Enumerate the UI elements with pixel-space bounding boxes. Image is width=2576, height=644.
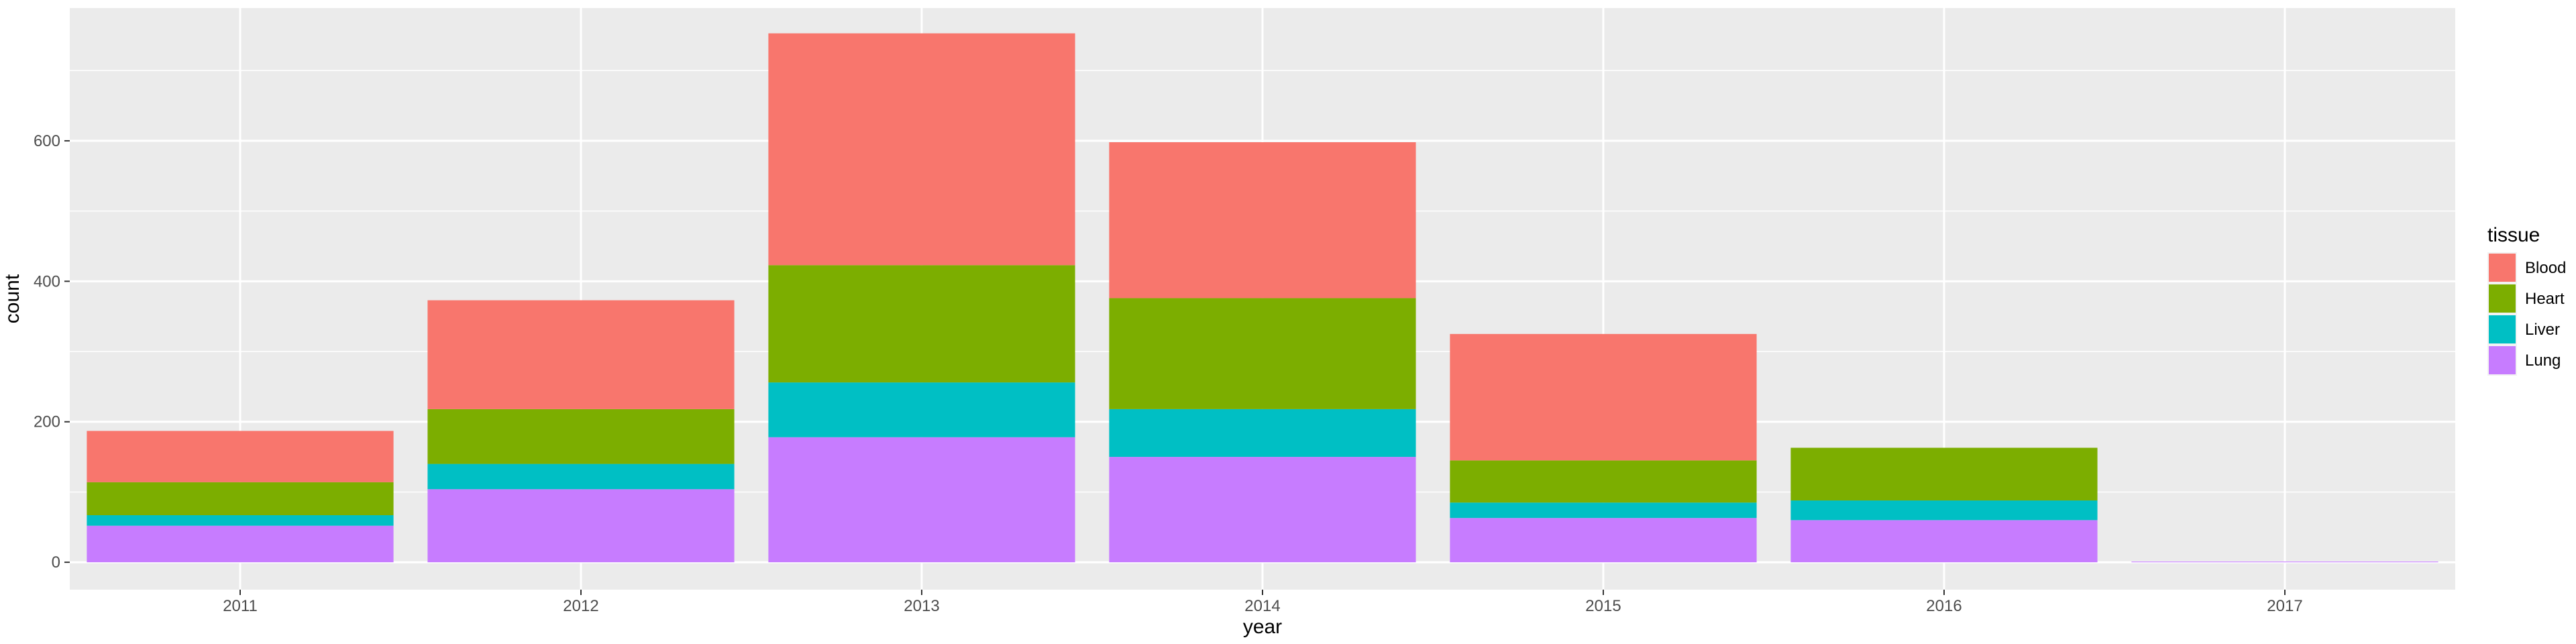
legend-swatch-blood xyxy=(2489,254,2516,282)
x-tick-label: 2014 xyxy=(1244,597,1280,615)
legend-swatch-lung xyxy=(2489,346,2516,374)
x-tick-label: 2015 xyxy=(1585,597,1621,615)
x-tick-label: 2012 xyxy=(563,597,598,615)
y-axis-title: count xyxy=(1,274,23,323)
y-tick-label: 0 xyxy=(52,553,60,572)
bar-lung-2015 xyxy=(1450,518,1757,563)
bar-liver-2011 xyxy=(87,515,394,526)
bar-liver-2016 xyxy=(1790,500,2098,521)
y-tick-label: 400 xyxy=(34,272,60,290)
bar-heart-2015 xyxy=(1450,460,1757,503)
bar-heart-2012 xyxy=(427,409,735,464)
bar-blood-2012 xyxy=(427,300,735,409)
legend-label-blood: Blood xyxy=(2525,259,2566,277)
axes: 0 200 400 600 2011 2012 2013 2014 2015 2016 2017 xyxy=(34,132,2303,615)
bar-blood-2013 xyxy=(768,33,1075,266)
bar-blood-2014 xyxy=(1109,142,1416,299)
legend: tissue Blood Heart Liver Lung xyxy=(2487,224,2566,376)
legend-title: tissue xyxy=(2487,224,2540,246)
bar-lung-2013 xyxy=(768,437,1075,563)
legend-swatch-heart xyxy=(2489,284,2516,313)
legend-label-heart: Heart xyxy=(2525,290,2565,308)
x-tick-label: 2017 xyxy=(2267,597,2302,615)
bar-heart-2011 xyxy=(87,482,394,516)
bar-liver-2013 xyxy=(768,382,1075,437)
bar-lung-2012 xyxy=(427,489,735,563)
x-tick-label: 2013 xyxy=(904,597,939,615)
legend-swatch-liver xyxy=(2489,315,2516,343)
bar-blood-2011 xyxy=(87,431,394,482)
y-tick-label: 600 xyxy=(34,132,60,150)
bar-heart-2016 xyxy=(1790,447,2098,501)
bar-heart-2013 xyxy=(768,265,1075,383)
bar-liver-2014 xyxy=(1109,409,1416,458)
x-tick-label: 2016 xyxy=(1926,597,1962,615)
bar-lung-2016 xyxy=(1790,520,2098,563)
bar-lung-2017 xyxy=(2131,561,2438,563)
bars xyxy=(87,33,2438,563)
bar-heart-2014 xyxy=(1109,298,1416,409)
x-tick-label: 2011 xyxy=(223,597,258,615)
bar-lung-2011 xyxy=(87,525,394,563)
y-tick-label: 200 xyxy=(34,413,60,431)
bar-liver-2012 xyxy=(427,464,735,490)
bar-blood-2015 xyxy=(1450,333,1757,461)
legend-label-liver: Liver xyxy=(2525,321,2560,339)
bar-lung-2014 xyxy=(1109,457,1416,563)
x-axis-title: year xyxy=(1243,616,1282,638)
legend-label-lung: Lung xyxy=(2525,352,2561,370)
bar-liver-2015 xyxy=(1450,502,1757,519)
